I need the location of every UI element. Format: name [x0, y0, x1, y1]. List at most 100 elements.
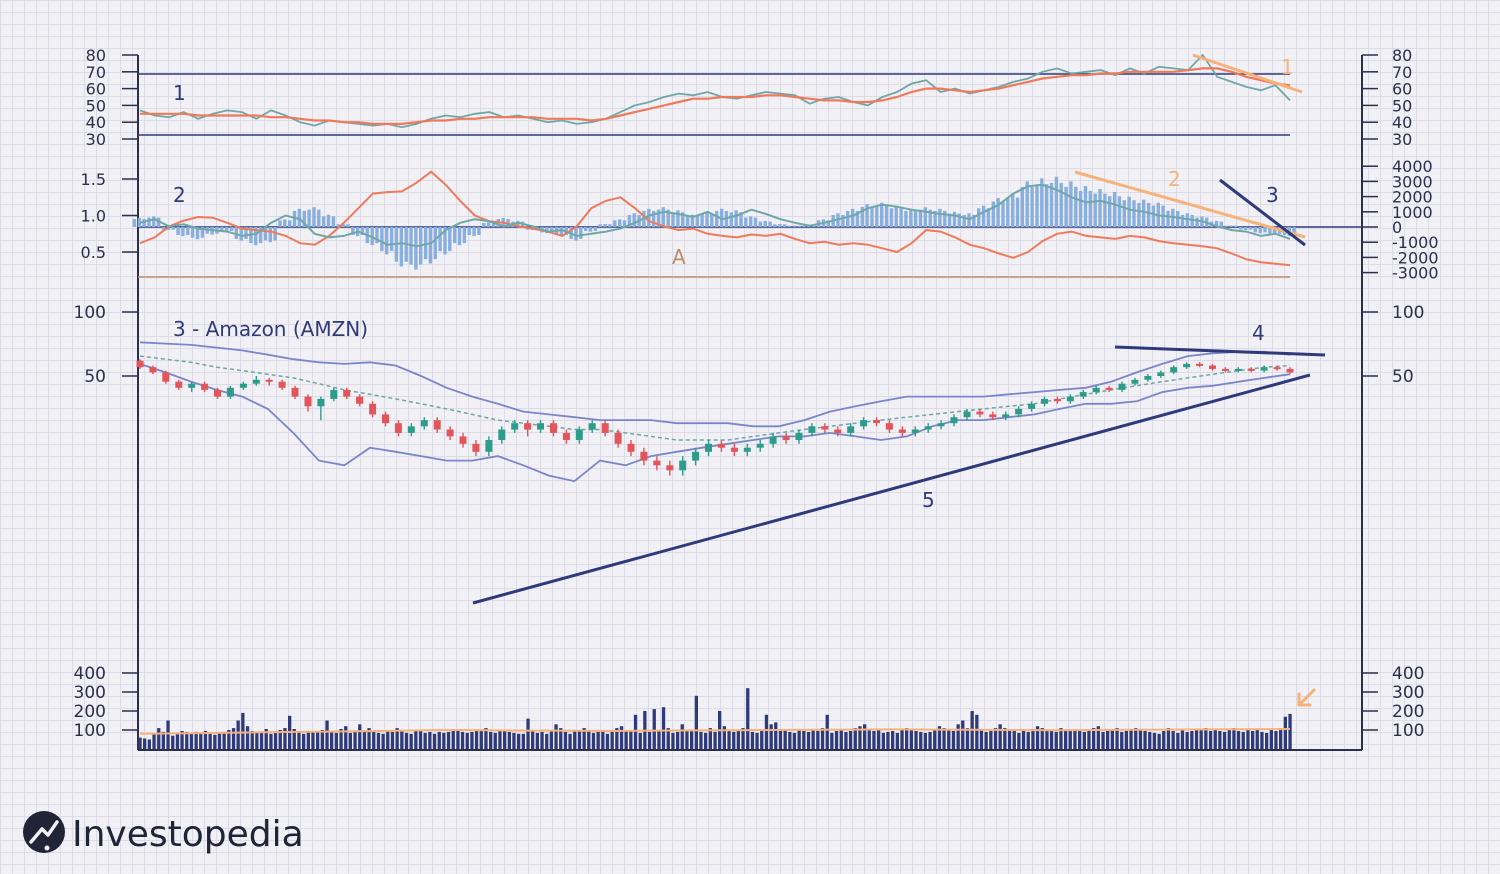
macd-histogram-bar	[545, 227, 549, 234]
support-trendline-label: 5	[922, 488, 935, 512]
volume-bar	[680, 724, 684, 749]
volume-bar	[638, 732, 642, 749]
volume-bar	[769, 724, 773, 749]
macd-left-tick-label: 0.5	[81, 243, 106, 262]
volume-bar	[273, 731, 278, 749]
candle-body	[188, 383, 196, 388]
volume-bar	[1148, 731, 1152, 749]
candle-body	[278, 381, 286, 388]
macd-histogram-bar	[278, 220, 282, 227]
macd-histogram-bar	[166, 227, 171, 230]
volume-bar	[657, 731, 661, 749]
macd-histogram-bar	[749, 216, 753, 227]
volume-bar	[933, 730, 937, 749]
macd-histogram-bar	[753, 217, 758, 227]
rsi-trendline-label: 1	[1281, 55, 1294, 79]
volume-left-tick-label: 100	[74, 721, 106, 741]
volume-bar	[1199, 729, 1203, 749]
volume-bar	[470, 731, 474, 749]
macd-histogram-bar	[239, 227, 243, 241]
volume-bar	[676, 731, 680, 749]
volume-right-tick-label: 100	[1392, 721, 1424, 741]
volume-bar	[877, 730, 881, 749]
volume-bar	[1073, 730, 1077, 749]
volume-bar	[582, 728, 586, 749]
volume-bar	[390, 731, 395, 749]
rsi-series	[139, 53, 1291, 129]
macd-histogram-bar	[967, 213, 971, 227]
macd-histogram-bar	[812, 225, 816, 227]
volume-bar	[1246, 730, 1250, 749]
volume-right-tick-label: 300	[1392, 683, 1424, 703]
macd-histogram-bar	[477, 227, 481, 235]
macd-histogram-bar	[1229, 225, 1233, 227]
price-ticks-right: 100 50	[1362, 303, 1424, 387]
bollinger-middle-band	[139, 355, 1291, 441]
volume-bar	[1101, 731, 1105, 749]
candle-body	[666, 465, 674, 471]
macd-histogram-bar	[981, 205, 986, 227]
bollinger-bands	[139, 341, 1291, 483]
candle-body	[265, 379, 273, 382]
volume-bar	[984, 731, 988, 749]
volume-bar	[348, 732, 352, 749]
macd-histogram-bar	[486, 222, 491, 227]
volume-bar	[647, 731, 652, 749]
candle-body	[1079, 392, 1087, 397]
volume-bar	[418, 731, 423, 749]
macd-histogram-bar	[899, 208, 903, 227]
volume-bar	[1012, 731, 1016, 749]
macd-histogram-bar	[152, 216, 156, 227]
volume-bar	[736, 730, 740, 749]
candle-body	[1196, 363, 1203, 366]
candle-body	[1183, 363, 1191, 368]
volume-bar	[147, 739, 151, 749]
macd-histogram-bar	[453, 227, 457, 244]
macd-histogram-bar	[428, 227, 433, 264]
volume-bar	[825, 714, 829, 749]
macd-histogram-bar	[782, 224, 787, 227]
volume-bar	[900, 730, 904, 749]
macd-histogram-bar	[1035, 184, 1039, 227]
volume-bar	[624, 731, 628, 749]
candle-body	[873, 420, 880, 424]
volume-bar	[549, 731, 553, 749]
macd-histogram-bar	[457, 227, 462, 246]
price-ticks-left: 100 50	[74, 303, 138, 387]
candle-body	[239, 383, 247, 388]
macd-histogram-bar	[778, 224, 782, 227]
macd-histogram-bar	[608, 224, 612, 227]
candle-body	[562, 432, 570, 440]
macd-right-tick-label: -3000	[1392, 264, 1439, 283]
candle-body	[459, 436, 467, 444]
volume-bar	[157, 728, 161, 749]
volume-bar	[951, 731, 956, 749]
price-left-tick-label: 50	[84, 367, 106, 387]
logo-dot-icon	[44, 845, 50, 851]
macd-histogram-bar	[1006, 197, 1010, 227]
volume-bar	[208, 733, 212, 749]
volume-bar	[1171, 731, 1175, 749]
macd-right-tick-label: 3000	[1392, 172, 1433, 191]
volume-bar	[245, 726, 250, 749]
macd-histogram-bar	[1059, 182, 1063, 227]
macd-histogram-bar	[880, 202, 884, 227]
macd-left-tick-label: 1.0	[81, 207, 106, 226]
price-title: 3 - Amazon (AMZN)	[173, 317, 368, 341]
rsi-right-tick-label: 50	[1392, 96, 1412, 115]
volume-bar	[231, 728, 236, 749]
volume-bar	[797, 730, 801, 749]
volume-bar	[554, 724, 558, 749]
macd-histogram-bar	[331, 216, 336, 227]
volume-moving-average-line	[139, 728, 1291, 735]
macd-histogram-bar	[1015, 197, 1020, 227]
macd-histogram-bar	[957, 213, 961, 227]
volume-bar	[563, 731, 568, 749]
macd-histogram-bar	[389, 227, 394, 252]
candle-body	[149, 367, 157, 373]
macd-histogram-bar	[190, 227, 195, 238]
volume-bar	[1190, 731, 1194, 749]
